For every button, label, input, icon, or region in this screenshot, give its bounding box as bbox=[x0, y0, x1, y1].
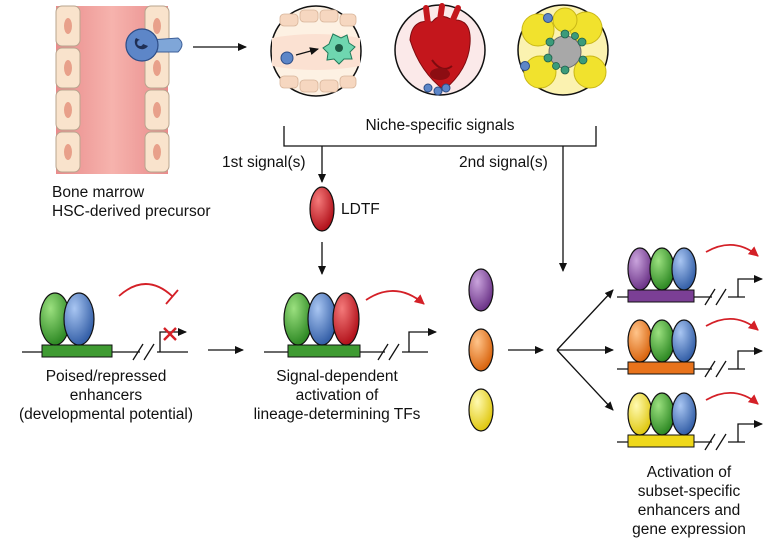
blocked-x-icon bbox=[163, 327, 177, 341]
activation-line1: Signal-dependent bbox=[276, 368, 398, 385]
subset-line3: enhancers and bbox=[637, 502, 741, 519]
bone-marrow-vessel bbox=[55, 5, 170, 174]
signal-dependent-tfs bbox=[468, 268, 494, 432]
activation-arc bbox=[365, 290, 425, 305]
subset-label: Activation of subset-specific enhancers … bbox=[608, 463, 770, 539]
hsc-precursor-cell bbox=[125, 28, 183, 62]
niche-heart-circle bbox=[394, 3, 486, 96]
subset-enhancer-yellow bbox=[617, 392, 763, 451]
subset-enhancer-orange bbox=[617, 318, 763, 378]
niche-bracket bbox=[283, 126, 597, 147]
activation-label: Signal-dependent activation of lineage-d… bbox=[232, 367, 442, 424]
subset-enhancer-purple bbox=[617, 244, 763, 306]
poised-enhancer-diagram bbox=[22, 283, 188, 361]
ldtf-label: LDTF bbox=[341, 201, 380, 218]
repression-arc bbox=[118, 283, 173, 297]
poised-line1: Poised/repressed bbox=[45, 368, 167, 385]
first-signal-label: 1st signal(s) bbox=[222, 154, 306, 171]
bone-marrow-line2: HSC-derived precursor bbox=[52, 203, 211, 220]
niche-vessel-circle bbox=[270, 5, 362, 97]
bone-marrow-label: Bone marrow HSC-derived precursor bbox=[52, 183, 211, 221]
subset-line1: Activation of bbox=[646, 464, 732, 481]
ldtf-factor bbox=[309, 186, 335, 232]
second-signal-label: 2nd signal(s) bbox=[459, 154, 548, 171]
bone-marrow-line1: Bone marrow bbox=[52, 184, 145, 201]
activation-line3: lineage-determining TFs bbox=[253, 406, 421, 423]
branch-arrows bbox=[556, 289, 614, 411]
niche-signals-label: Niche-specific signals bbox=[365, 117, 515, 134]
poised-label: Poised/repressed enhancers (developmenta… bbox=[0, 367, 212, 424]
poised-line2: enhancers bbox=[69, 387, 143, 404]
subset-line2: subset-specific bbox=[637, 483, 741, 500]
niche-adipose-circle bbox=[517, 4, 609, 96]
subset-line4: gene expression bbox=[632, 521, 746, 538]
poised-line3: (developmental potential) bbox=[18, 406, 194, 423]
activation-line2: activation of bbox=[295, 387, 379, 404]
active-enhancer-diagram bbox=[264, 290, 437, 361]
